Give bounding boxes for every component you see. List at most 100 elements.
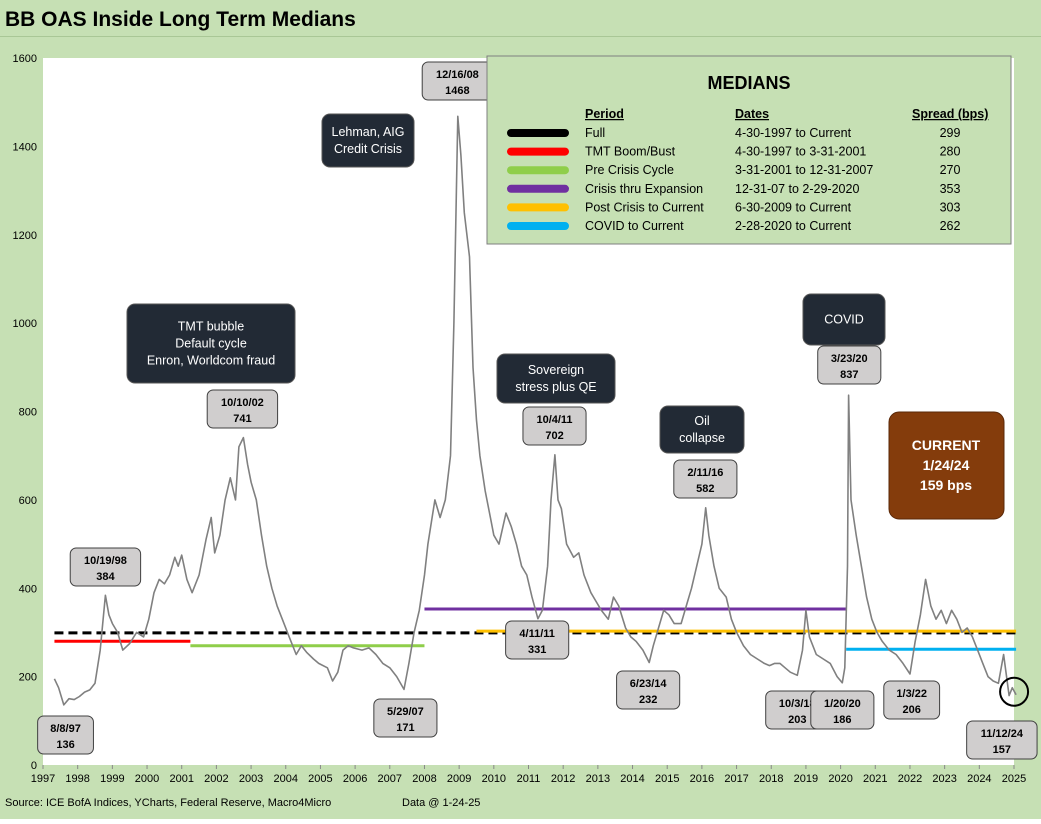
event-boxes: TMT bubble Default cycle Enron, Worldcom f… [126, 113, 886, 454]
callout-box [673, 459, 738, 499]
x-tick-label: 2021 [863, 773, 887, 785]
y-tick-label: 1000 [13, 318, 37, 330]
legend-period: Post Crisis to Current [585, 200, 704, 214]
legend-swatch [507, 184, 569, 193]
legend-swatch [507, 129, 569, 137]
event-label-line: Enron, Worldcom fraud [147, 354, 275, 368]
legend-swatch [507, 166, 569, 175]
x-tick-label: 2009 [447, 773, 471, 785]
callout-box [810, 690, 875, 730]
event-label-line: stress plus QE [515, 380, 596, 394]
callout-value: 232 [639, 694, 657, 706]
source-note: Source: ICE BofA Indices, YCharts, Feder… [5, 797, 331, 809]
medians-legend: MEDIANS Period Dates Spread (bps) Full 4-30-1… [486, 55, 1012, 245]
x-tick-label: 2024 [967, 773, 991, 785]
y-tick-label: 0 [31, 760, 37, 772]
legend-swatch [507, 222, 569, 230]
event-label-line: Lehman, AIG [332, 125, 405, 139]
callout-value: 186 [833, 714, 851, 726]
callout-box [69, 547, 142, 587]
data-date-note: Data @ 1-24-25 [402, 797, 480, 809]
callout-date: 2/11/16 [687, 467, 723, 479]
legend-spread: 262 [940, 219, 961, 233]
callout-date: 4/11/11 [519, 628, 555, 640]
y-tick-label: 1200 [13, 230, 37, 242]
callout-value: 206 [903, 704, 921, 716]
callout-date: 10/4/11 [536, 414, 572, 426]
callout-box [505, 620, 570, 660]
x-tick-label: 2007 [378, 773, 402, 785]
x-tick-label: 2004 [274, 773, 298, 785]
legend-period: Crisis thru Expansion [585, 182, 703, 196]
y-tick-label: 200 [19, 672, 37, 684]
x-tick-label: 1997 [31, 773, 55, 785]
callout-box [373, 698, 438, 738]
oas-spread-line [53, 115, 1017, 706]
x-tick-label: 2006 [343, 773, 367, 785]
callout-box [966, 720, 1038, 760]
y-tick-label: 1600 [13, 53, 37, 65]
x-tick-label: 2017 [724, 773, 748, 785]
callout-date: 12/16/08 [436, 69, 479, 81]
callout-value: 171 [396, 722, 414, 734]
event-label-line: collapse [679, 431, 725, 445]
callout-box [206, 389, 279, 429]
event-label-line: Sovereign [528, 363, 584, 377]
y-tick-label: 800 [19, 407, 37, 419]
callout-date: 11/12/24 [981, 728, 1024, 740]
callout-value: 136 [56, 739, 74, 751]
legend-dates: 12-31-07 to 2-29-2020 [735, 182, 859, 196]
current-box-line: CURRENT [912, 437, 981, 453]
x-tick-label: 2012 [551, 773, 575, 785]
x-tick-label: 2011 [517, 773, 541, 785]
x-tick-label: 2020 [828, 773, 852, 785]
current-box-line: 159 bps [920, 477, 972, 493]
x-tick-label: 2025 [1002, 773, 1026, 785]
x-tick-label: 1999 [100, 773, 124, 785]
callout-value: 331 [528, 644, 546, 656]
legend-dates: 4-30-1997 to Current [735, 126, 852, 140]
legend-period: COVID to Current [585, 219, 684, 233]
chart-title: BB OAS Inside Long Term Medians [5, 8, 356, 31]
event-box [126, 303, 296, 384]
legend-dates: 3-31-2001 to 12-31-2007 [735, 163, 873, 177]
x-tick-label: 2005 [308, 773, 332, 785]
callout-value: 741 [233, 413, 251, 425]
legend-period: Full [585, 126, 605, 140]
callout-box [37, 715, 94, 755]
legend-header: Dates [735, 107, 769, 121]
legend-dates: 6-30-2009 to Current [735, 200, 852, 214]
callout-box [616, 670, 681, 710]
callout-date: 5/29/07 [387, 706, 424, 718]
callout-date: 10/19/98 [84, 555, 127, 567]
legend-dates: 2-28-2020 to Current [735, 219, 852, 233]
x-tick-label: 2013 [586, 773, 610, 785]
x-tick-label: 2016 [690, 773, 714, 785]
legend-period: TMT Boom/Bust [585, 145, 676, 159]
legend-header: Period [585, 107, 624, 121]
callout-date: 1/3/22 [896, 688, 927, 700]
event-label-line: Oil [694, 414, 709, 428]
legend-header: Spread (bps) [912, 107, 988, 121]
x-tick-label: 2022 [898, 773, 922, 785]
legend-swatch [507, 203, 569, 212]
callout-value: 157 [993, 744, 1011, 756]
callout-value: 702 [545, 430, 563, 442]
callout-box [817, 345, 882, 385]
current-point-circle [999, 676, 1030, 707]
legend-title: MEDIANS [707, 73, 790, 93]
callout-date: 3/23/20 [831, 353, 868, 365]
callout-date: 6/23/14 [630, 678, 668, 690]
legend-dates: 4-30-1997 to 3-31-2001 [735, 145, 866, 159]
current-box: CURRENT 1/24/24 159 bps [888, 411, 1030, 707]
x-tick-label: 2010 [482, 773, 506, 785]
y-tick-label: 600 [19, 495, 37, 507]
x-tick-label: 2000 [135, 773, 159, 785]
spread-series [53, 115, 1017, 706]
callout-value: 837 [840, 369, 858, 381]
x-tick-label: 2008 [412, 773, 436, 785]
callout-date: 10/3/18 [779, 698, 816, 710]
callout-date: 1/20/20 [824, 698, 861, 710]
